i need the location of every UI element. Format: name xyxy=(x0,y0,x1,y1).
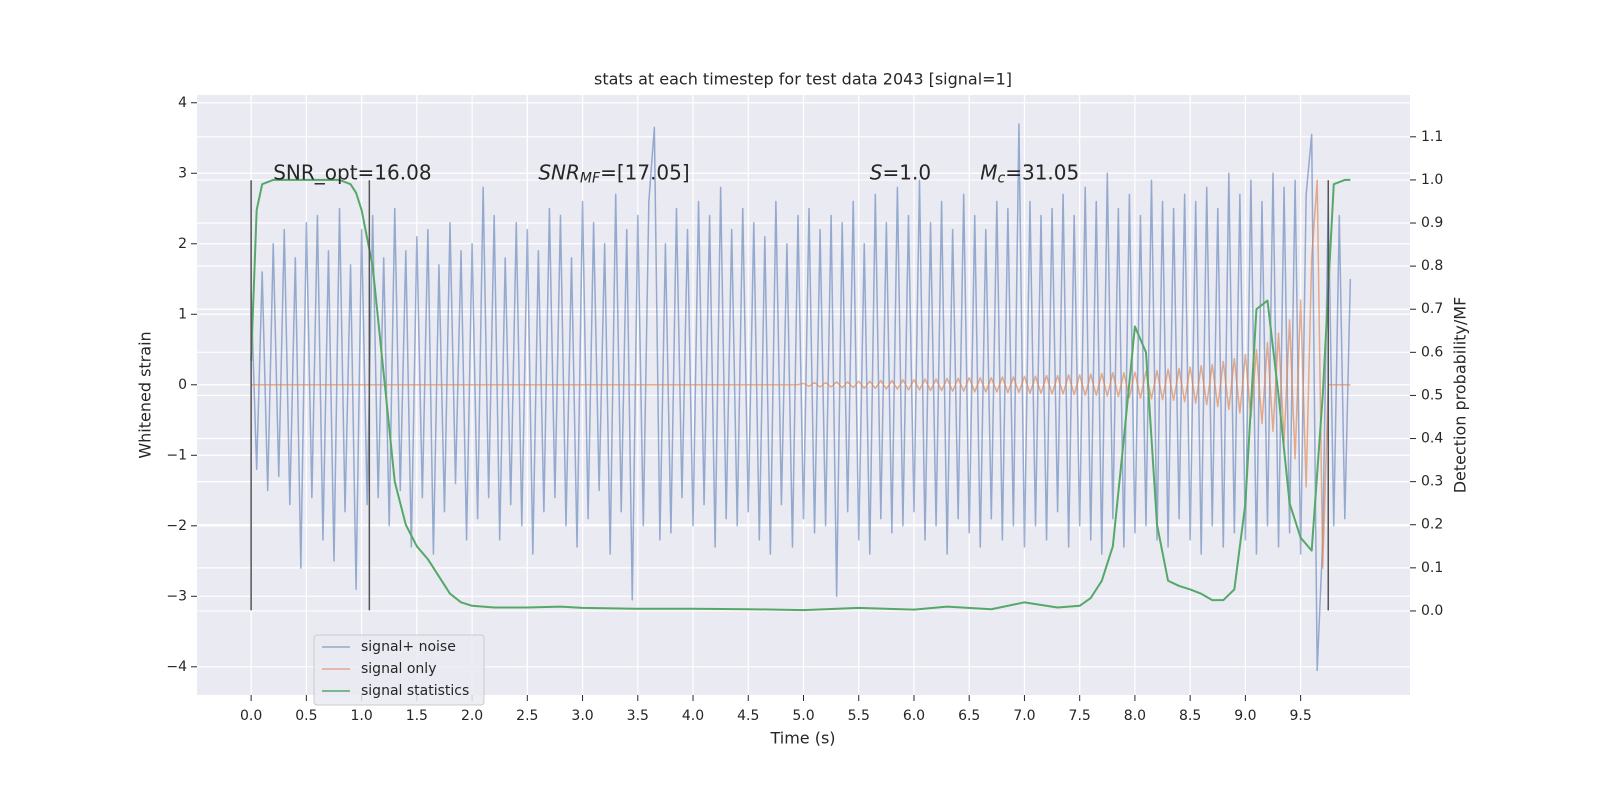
y-tick-label: −2 xyxy=(166,518,187,534)
x-tick-label: 7.0 xyxy=(1013,708,1035,724)
annotation: Mc=31.05 xyxy=(980,160,1079,187)
x-tick-label: 3.0 xyxy=(571,708,593,724)
legend-box xyxy=(313,634,485,706)
x-tick-label: 2.0 xyxy=(461,708,483,724)
x-tick-label: 1.0 xyxy=(350,708,372,724)
x-tick-label: 3.5 xyxy=(627,708,649,724)
annotation: SNRMF=[17.05] xyxy=(538,160,689,187)
y2-tick-label: 0.3 xyxy=(1421,474,1443,490)
y-tick-label: 2 xyxy=(178,236,187,252)
axes: 0.0 0.5 1.0 1.5 2.0 2.5 3.0 3.5 4.0 4.5 5.0 5.5 6.0 6… xyxy=(166,95,1443,724)
chart-title: stats at each timestep for test data 204… xyxy=(594,70,1012,89)
annotation: SNR_opt=16.08 xyxy=(273,160,431,184)
y-tick-label: −1 xyxy=(166,447,187,463)
y2-tick-label: 0.0 xyxy=(1421,603,1443,619)
x-tick-label: 6.0 xyxy=(903,708,925,724)
annotation: S=1.0 xyxy=(870,160,931,184)
data: SNR_opt=16.08 SNRMF=[17.05] S=1.0 Mc=31.05 xyxy=(250,123,1352,672)
annotation-part: =1.0 xyxy=(882,160,931,184)
y2-tick-label: 0.5 xyxy=(1421,387,1443,403)
x-tick-label: 5.0 xyxy=(792,708,814,724)
series-line xyxy=(251,179,1351,569)
x-tick-label: 4.0 xyxy=(682,708,704,724)
y2-tick-label: 0.9 xyxy=(1421,215,1443,231)
y-tick-label: 4 xyxy=(178,95,187,111)
y-tick-label: 1 xyxy=(178,306,187,322)
annotation-part: SNR xyxy=(538,160,580,184)
x-axis-label: Time (s) xyxy=(769,729,835,748)
annotation-part: =[17.05] xyxy=(600,160,690,184)
annotation-part: c xyxy=(998,170,1006,186)
y2-tick-label: 1.0 xyxy=(1421,172,1443,188)
y-tick-label: 0 xyxy=(178,377,187,393)
annotation-part: M xyxy=(980,160,997,184)
x-tick-label: 6.5 xyxy=(958,708,980,724)
annotation-part: MF xyxy=(580,170,601,186)
annotation-part: S xyxy=(870,160,883,184)
y2-tick-label: 0.7 xyxy=(1421,301,1443,317)
legend-label: signal statistics xyxy=(361,683,469,699)
y2-tick-label: 0.6 xyxy=(1421,344,1443,360)
x-tick-label: 5.5 xyxy=(848,708,870,724)
series-line xyxy=(250,178,1351,612)
legend-label: signal+ noise xyxy=(361,639,456,655)
x-tick-label: 9.5 xyxy=(1289,708,1311,724)
x-tick-label: 1.5 xyxy=(406,708,428,724)
x-tick-label: 8.5 xyxy=(1179,708,1201,724)
y2-tick-label: 0.2 xyxy=(1421,517,1443,533)
x-tick-label: 4.5 xyxy=(737,708,759,724)
annotation-part: SNR_opt=16.08 xyxy=(273,160,431,184)
y2-tick-label: 0.1 xyxy=(1421,560,1443,576)
y2-tick-label: 0.4 xyxy=(1421,431,1443,447)
x-tick-label: 9.0 xyxy=(1234,708,1256,724)
x-tick-label: 7.5 xyxy=(1069,708,1091,724)
y-axis-label: Whitened strain xyxy=(136,331,155,458)
legend-label: signal only xyxy=(361,661,436,677)
annotation-part: =31.05 xyxy=(1005,160,1079,184)
x-tick-label: 0.0 xyxy=(240,708,262,724)
y-tick-label: −4 xyxy=(166,659,187,675)
x-tick-label: 0.5 xyxy=(295,708,317,724)
x-tick-label: 8.0 xyxy=(1124,708,1146,724)
series-line xyxy=(250,123,1352,672)
y-tick-label: −3 xyxy=(166,588,187,604)
y2-axis-label: Detection probability/MF xyxy=(1451,297,1470,494)
x-tick-label: 2.5 xyxy=(516,708,538,724)
y-tick-label: 3 xyxy=(178,165,187,181)
y2-tick-label: 0.8 xyxy=(1421,258,1443,274)
y2-tick-label: 1.1 xyxy=(1421,129,1443,145)
